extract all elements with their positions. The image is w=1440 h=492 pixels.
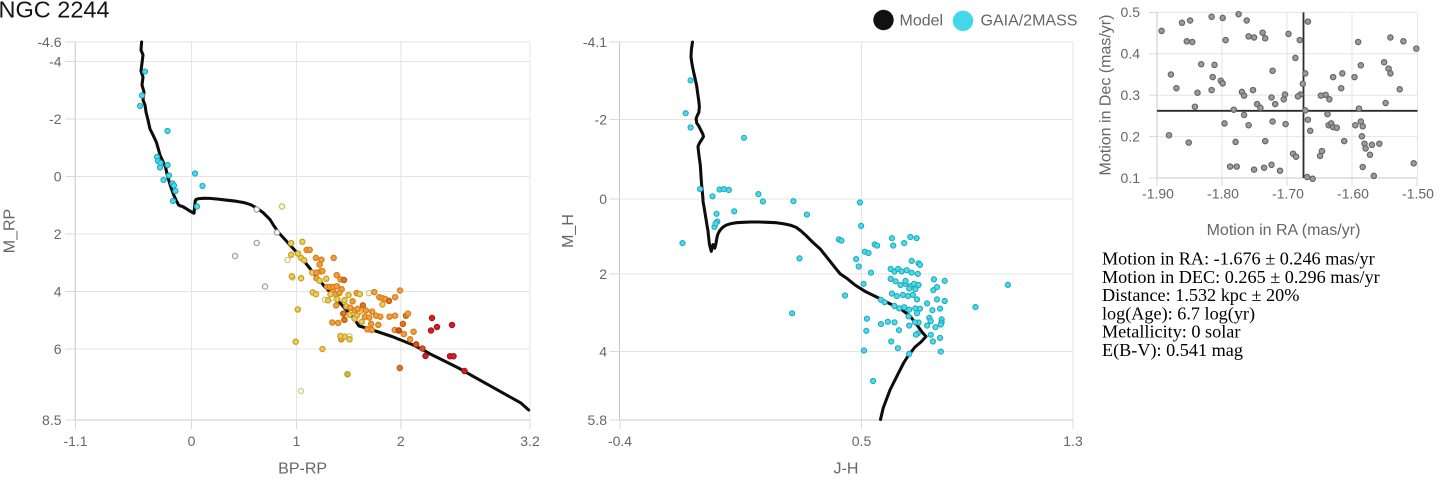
svg-text:0: 0: [188, 433, 196, 449]
svg-text:-1.50: -1.50: [1402, 186, 1434, 202]
svg-text:Metallicity: 0 solar: Metallicity: 0 solar: [1102, 322, 1240, 342]
svg-text:NGC 2244: NGC 2244: [0, 0, 110, 23]
svg-text:BP-RP: BP-RP: [278, 461, 327, 478]
svg-text:-1.90: -1.90: [1142, 186, 1174, 202]
svg-text:1: 1: [293, 433, 301, 449]
svg-text:6: 6: [54, 341, 62, 357]
svg-text:4: 4: [599, 343, 607, 359]
svg-text:-1.1: -1.1: [63, 433, 87, 449]
svg-text:2: 2: [54, 226, 62, 242]
svg-text:Motion in DEC: 0.265 ± 0.296 m: Motion in DEC: 0.265 ± 0.296 mas/yr: [1102, 267, 1380, 287]
svg-text:log(Age): 6.7 log(yr): log(Age): 6.7 log(yr): [1102, 303, 1255, 324]
svg-text:0.3: 0.3: [1121, 87, 1141, 103]
svg-text:Model: Model: [900, 12, 944, 29]
svg-text:M_RP: M_RP: [2, 209, 19, 253]
svg-text:Motion in Dec (mas/yr): Motion in Dec (mas/yr): [1098, 15, 1115, 176]
svg-text:-2: -2: [49, 111, 62, 127]
svg-text:-1.80: -1.80: [1207, 186, 1239, 202]
svg-text:GAIA/2MASS: GAIA/2MASS: [981, 12, 1078, 29]
svg-text:M_H: M_H: [560, 214, 577, 248]
svg-text:Distance: 1.532 kpc ± 20%: Distance: 1.532 kpc ± 20%: [1102, 285, 1299, 305]
svg-text:-4: -4: [49, 53, 62, 69]
svg-text:-4.1: -4.1: [583, 34, 607, 50]
svg-text:Motion in RA: -1.676 ± 0.246 m: Motion in RA: -1.676 ± 0.246 mas/yr: [1102, 249, 1375, 269]
svg-text:0: 0: [599, 191, 607, 207]
svg-text:2: 2: [397, 433, 405, 449]
svg-text:0.1: 0.1: [1121, 170, 1141, 186]
svg-text:4: 4: [54, 283, 62, 299]
svg-text:2: 2: [599, 266, 607, 282]
svg-text:0.5: 0.5: [852, 433, 872, 449]
svg-text:-0.4: -0.4: [608, 433, 632, 449]
svg-text:-2: -2: [595, 111, 608, 127]
svg-text:-1.70: -1.70: [1272, 186, 1304, 202]
svg-text:Motion in RA (mas/yr): Motion in RA (mas/yr): [1207, 222, 1361, 239]
svg-text:8.5: 8.5: [42, 412, 62, 428]
svg-text:0.4: 0.4: [1121, 46, 1141, 62]
svg-text:0: 0: [54, 168, 62, 184]
svg-text:-4.6: -4.6: [37, 34, 61, 50]
svg-text:1.3: 1.3: [1063, 433, 1083, 449]
svg-text:3.2: 3.2: [520, 433, 540, 449]
svg-text:-1.60: -1.60: [1337, 186, 1369, 202]
svg-text:0.2: 0.2: [1121, 128, 1141, 144]
svg-text:5.8: 5.8: [588, 412, 608, 428]
svg-text:J-H: J-H: [834, 461, 859, 478]
svg-text:0.5: 0.5: [1121, 4, 1141, 20]
svg-text:E(B-V): 0.541 mag: E(B-V): 0.541 mag: [1102, 340, 1243, 361]
